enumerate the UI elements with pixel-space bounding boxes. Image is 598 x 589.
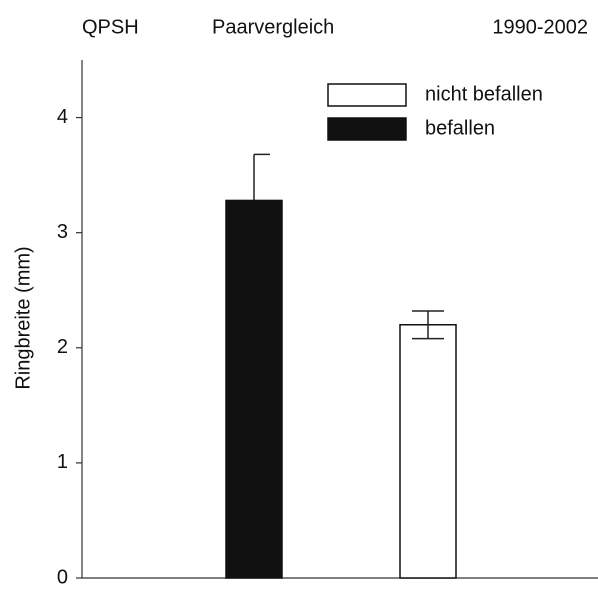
- legend-label: befallen: [425, 117, 495, 139]
- legend-label: nicht befallen: [425, 83, 543, 105]
- y-tick-label: 2: [57, 336, 68, 358]
- y-tick-label: 4: [57, 106, 68, 128]
- y-axis-label: Ringbreite (mm): [12, 246, 34, 389]
- bar: [225, 199, 283, 579]
- legend-swatch: [327, 83, 407, 107]
- y-tick-label: 1: [57, 451, 68, 473]
- y-tick-label: 3: [57, 221, 68, 243]
- y-tick-label: 0: [57, 566, 68, 588]
- legend-swatch: [327, 117, 407, 141]
- bar: [399, 324, 457, 579]
- chart-title: 1990-2002: [492, 16, 588, 38]
- chart-title: QPSH: [82, 16, 139, 38]
- chart-title: Paarvergleich: [212, 16, 334, 38]
